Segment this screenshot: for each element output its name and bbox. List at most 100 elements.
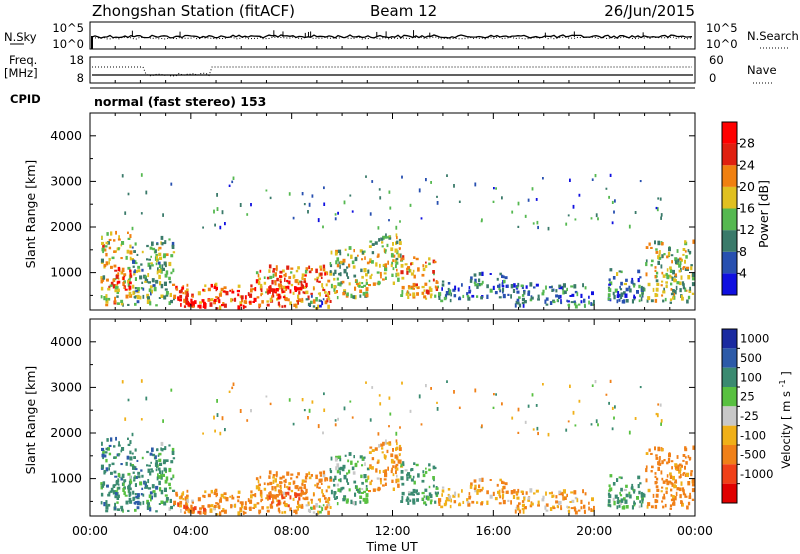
velocity-cell (163, 487, 167, 492)
power-cell (162, 213, 164, 217)
power-cell (623, 291, 626, 295)
power-cell (449, 298, 452, 303)
velocity-cell (497, 490, 501, 494)
power-cell (424, 264, 428, 268)
velocity-cell (334, 475, 337, 481)
velocity-cell (301, 398, 304, 402)
velocity-cell (365, 493, 369, 497)
velocity-cell (316, 484, 319, 489)
velocity-cell (155, 510, 158, 513)
velocity-cell (468, 492, 471, 496)
power-cell (392, 254, 396, 258)
power-cell (663, 253, 666, 256)
power-cell (413, 256, 416, 259)
velocity-cell (145, 396, 148, 401)
power-cell (620, 292, 624, 297)
velocity-ylabel: Slant Range [km] (23, 366, 38, 475)
velocity-cell (231, 496, 235, 500)
power-cell (140, 263, 143, 266)
power-cell (113, 264, 117, 268)
velocity-cell (129, 478, 132, 481)
velocity-cell (123, 492, 126, 495)
power-cell (173, 294, 177, 299)
power-cell (692, 273, 695, 278)
velocity-cell (562, 489, 566, 494)
power-cell (496, 277, 499, 281)
power-cell (305, 290, 309, 295)
power-cell (214, 282, 218, 287)
power-cell (164, 273, 168, 278)
velocity-colorbar-segment (722, 406, 737, 426)
velocity-cell (476, 491, 479, 495)
power-cell (136, 294, 140, 300)
velocity-cell (164, 446, 167, 450)
power-cell (129, 234, 132, 238)
power-cell (233, 298, 236, 302)
velocity-cell (537, 500, 540, 505)
velocity-cell (434, 491, 437, 495)
power-cell (281, 288, 284, 292)
velocity-cell (413, 480, 416, 485)
power-cell (658, 257, 662, 260)
power-cell (396, 268, 398, 272)
power-cell (479, 283, 482, 287)
power-cell (353, 249, 355, 253)
velocity-cell (532, 428, 535, 431)
power-cell (202, 226, 204, 229)
power-cell (421, 285, 425, 289)
power-cell (257, 280, 260, 286)
velocity-cell (688, 495, 692, 499)
velocity-cell (674, 479, 677, 483)
velocity-cell (151, 484, 155, 489)
power-cell (400, 294, 404, 297)
power-cell (566, 300, 570, 303)
velocity-cell (421, 497, 425, 501)
power-cell (317, 304, 320, 309)
velocity-cell (691, 483, 695, 487)
velocity-cell (317, 498, 321, 501)
power-cell (102, 275, 106, 280)
velocity-cell (566, 506, 570, 509)
velocity-cell (399, 459, 402, 464)
power-cell (574, 284, 576, 287)
power-cell (145, 190, 148, 195)
power-cell (158, 246, 162, 250)
power-cell (468, 286, 471, 290)
velocity-cell (323, 408, 326, 412)
velocity-cell (322, 470, 326, 475)
power-cell (292, 274, 295, 279)
velocity-cell (471, 500, 475, 504)
velocity-cell (197, 510, 201, 514)
velocity-cell (156, 476, 159, 481)
power-cell (670, 292, 674, 296)
power-cell (152, 284, 156, 287)
velocity-cell (555, 500, 559, 504)
velocity-cell (133, 456, 136, 459)
power-cell (248, 301, 252, 304)
velocity-cell (158, 475, 162, 479)
power-cell (293, 303, 297, 307)
velocity-cell (274, 486, 277, 489)
power-cell (140, 212, 143, 215)
power-cell (274, 280, 277, 283)
power-cell (618, 293, 621, 297)
power-cell (269, 275, 273, 280)
power-cell (376, 255, 379, 258)
power-cell (369, 240, 373, 243)
velocity-colorbar-label-open: [ (779, 416, 793, 421)
velocity-echo-cells (100, 379, 695, 516)
velocity-cell (334, 423, 337, 427)
power-cell (261, 300, 264, 304)
velocity-cell (560, 505, 562, 510)
power-cell (337, 211, 339, 215)
velocity-cell (611, 406, 614, 410)
velocity-cell (243, 511, 247, 514)
power-cell (407, 295, 410, 299)
power-cell (478, 272, 482, 276)
power-cell (188, 302, 191, 306)
power-cell (215, 296, 218, 299)
power-cell (574, 218, 577, 221)
y-tick-label: 1000 (50, 471, 82, 486)
velocity-cell (423, 495, 426, 498)
velocity-cell (547, 432, 550, 437)
